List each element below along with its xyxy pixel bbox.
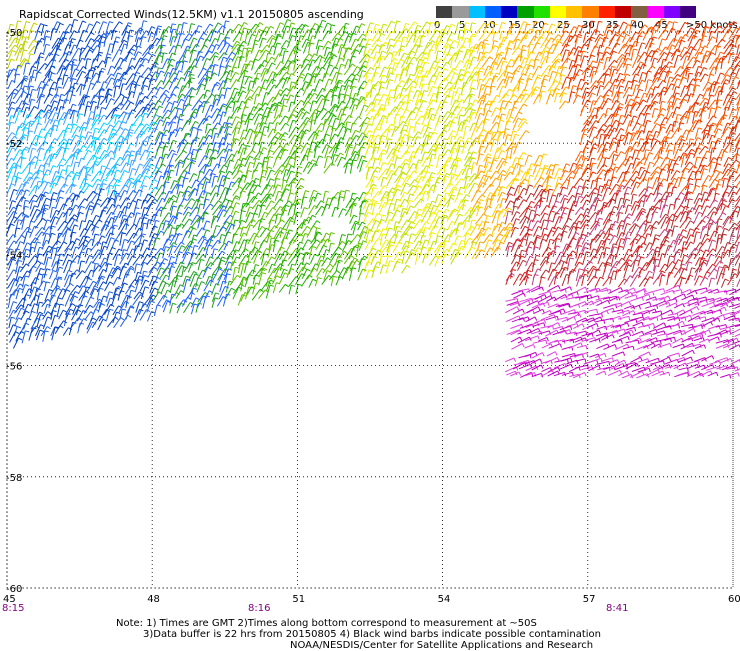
pass-time-label: 8:16	[248, 603, 270, 614]
latitude-tick-label: -60	[6, 584, 22, 595]
note-line-1: Note: 1) Times are GMT 2)Times along bot…	[116, 618, 537, 629]
latitude-tick-label: -50	[6, 28, 22, 39]
pass-time-label: 8:15	[2, 603, 24, 614]
longitude-tick-label: 60	[728, 594, 740, 605]
longitude-tick-label: 51	[292, 594, 305, 605]
latitude-tick-label: -54	[6, 250, 22, 261]
longitude-tick-label: 57	[583, 594, 596, 605]
pass-time-label: 8:41	[606, 603, 628, 614]
latitude-tick-label: -58	[6, 473, 22, 484]
latitude-tick-label: -56	[6, 362, 22, 373]
wind-barbs	[6, 19, 740, 379]
note-line-2: 3)Data buffer is 22 hrs from 20150805 4)…	[143, 629, 601, 640]
longitude-tick-label: 48	[147, 594, 160, 605]
latitude-tick-label: -52	[6, 139, 22, 150]
note-line-3: NOAA/NESDIS/Center for Satellite Applica…	[290, 640, 593, 651]
longitude-tick-label: 54	[438, 594, 451, 605]
